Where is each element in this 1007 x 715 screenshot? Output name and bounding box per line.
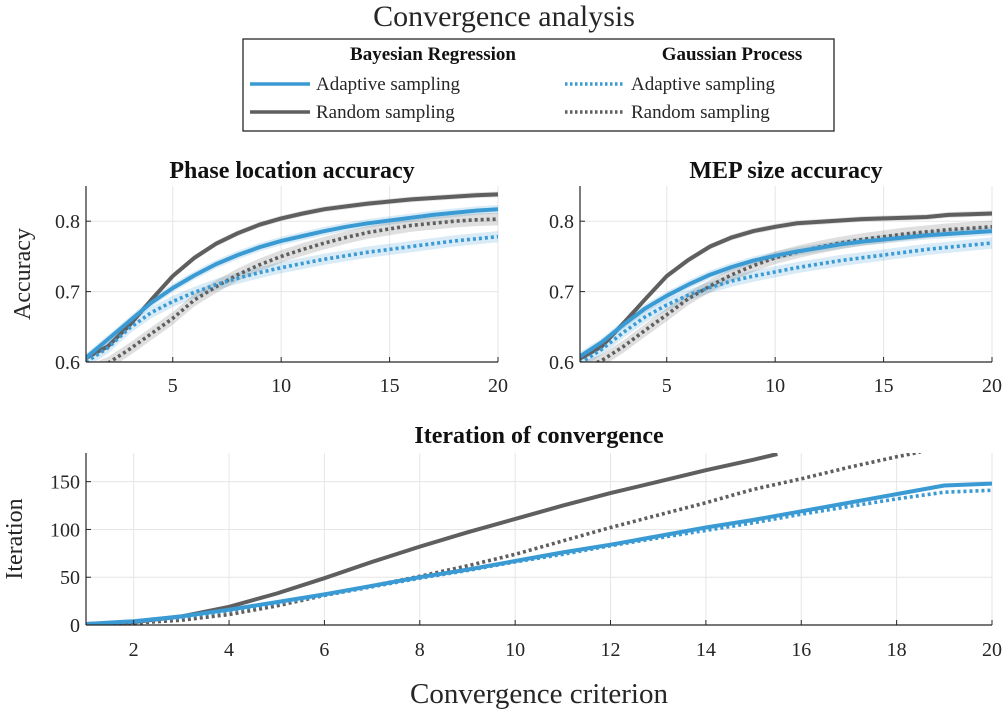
iteration-y-tick-label: 100 [50, 519, 80, 541]
mep-y-tick-label: 0.8 [549, 211, 574, 233]
legend-box [242, 38, 835, 132]
iteration-y-label: Iteration [2, 498, 28, 579]
iteration-x-tick-label: 6 [319, 639, 329, 661]
iteration-x-tick-label: 8 [415, 639, 425, 661]
legend-label-gp-random: Random sampling [631, 102, 770, 123]
iteration-x-tick-label: 2 [129, 639, 139, 661]
figure-title: Convergence analysis [373, 0, 635, 33]
iteration-y-tick-label: 150 [50, 472, 80, 494]
phase-x-tick-label: 5 [168, 375, 178, 397]
phase-line-br_adaptive [86, 207, 498, 360]
phase-y-tick-label: 0.6 [55, 352, 80, 374]
iteration-x-tick-label: 10 [505, 639, 525, 661]
chart-mep-size-accuracy: MEP size accuracy 5 10 15 20 0.6 0.7 0.8 [549, 158, 1002, 397]
chart-iteration-of-convergence: Iteration of convergence 2 4 6 8 10 12 14 16 18 20… [2, 423, 1002, 710]
iteration-x-tick-label: 20 [982, 639, 1002, 661]
legend-label-br-adaptive: Adaptive sampling [316, 74, 461, 95]
legend-label-br-random: Random sampling [316, 102, 455, 123]
phase-y-tick-label: 0.8 [55, 211, 80, 233]
mep-band-gp_adaptive [580, 237, 992, 362]
iteration-line-br_random [86, 453, 778, 625]
iteration-x-tick-label: 12 [601, 639, 621, 661]
mep-line-gp_adaptive [580, 241, 992, 362]
iteration-y-tick-label: 50 [60, 567, 80, 589]
legend-label-gp-adaptive: Adaptive sampling [631, 74, 776, 95]
phase-series [86, 191, 498, 362]
mep-y-tick-label: 0.7 [549, 282, 574, 304]
iteration-line-gp_random [86, 453, 921, 625]
iteration-y-tick-label: 0 [70, 615, 80, 637]
mep-x-tick-label: 15 [874, 375, 894, 397]
phase-x-tick-label: 15 [380, 375, 400, 397]
phase-line-gp_random [106, 217, 498, 362]
legend-header-gaussian-process: Gaussian Process [662, 44, 803, 65]
mep-x-tick-label: 20 [982, 375, 1002, 397]
mep-x-tick-label: 10 [765, 375, 785, 397]
legend-header-bayesian-regression: Bayesian Regression [350, 44, 516, 65]
mep-line-gp_random [593, 225, 992, 362]
mep-y-tick-label: 0.6 [549, 352, 574, 374]
phase-band-gp_adaptive [86, 231, 498, 362]
chart-phase-location-accuracy: Phase location accuracy 5 10 15 20 0.6 0.7 0.8 A… [10, 158, 508, 397]
phase-title: Phase location accuracy [169, 158, 414, 184]
iteration-title: Iteration of convergence [414, 423, 664, 449]
mep-line-br_adaptive [580, 229, 992, 359]
phase-band-gp_random [96, 212, 498, 362]
phase-x-tick-label: 20 [488, 375, 508, 397]
iteration-x-tick-label: 4 [224, 639, 234, 661]
iteration-x-tick-label: 18 [887, 639, 907, 661]
phase-y-label: Accuracy [10, 228, 36, 320]
iteration-line-br_adaptive [86, 481, 992, 625]
phase-line-br_random [86, 192, 498, 360]
iteration-x-label: Convergence criterion [410, 678, 668, 710]
iteration-x-tick-label: 14 [696, 639, 716, 661]
mep-series [580, 210, 992, 362]
mep-line-br_random [580, 211, 992, 361]
iteration-x-tick-label: 16 [791, 639, 811, 661]
phase-x-tick-label: 10 [271, 375, 291, 397]
iteration-grid [86, 453, 993, 626]
phase-y-tick-label: 0.7 [55, 282, 80, 304]
phase-line-gp_adaptive [86, 234, 498, 362]
iteration-series [86, 453, 992, 625]
mep-x-tick-label: 5 [662, 375, 672, 397]
legend: Bayesian Regression Gaussian Process Ada… [242, 38, 835, 132]
mep-title: MEP size accuracy [689, 158, 882, 184]
